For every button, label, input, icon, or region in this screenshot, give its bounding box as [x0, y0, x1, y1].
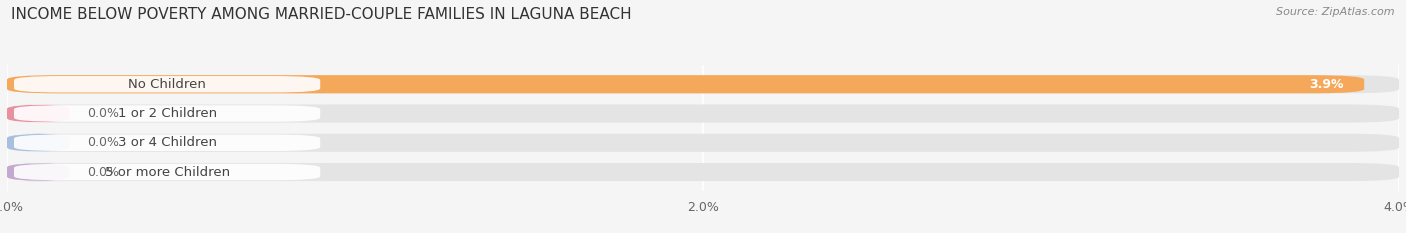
Text: 0.0%: 0.0% — [87, 165, 120, 178]
Text: 3 or 4 Children: 3 or 4 Children — [118, 136, 217, 149]
FancyBboxPatch shape — [7, 163, 70, 181]
FancyBboxPatch shape — [7, 134, 70, 152]
FancyBboxPatch shape — [14, 164, 321, 180]
FancyBboxPatch shape — [14, 135, 321, 151]
Text: 0.0%: 0.0% — [87, 107, 120, 120]
FancyBboxPatch shape — [14, 105, 321, 122]
FancyBboxPatch shape — [7, 104, 70, 123]
Text: 3.9%: 3.9% — [1309, 78, 1343, 91]
Text: 1 or 2 Children: 1 or 2 Children — [118, 107, 217, 120]
FancyBboxPatch shape — [7, 104, 1399, 123]
Text: No Children: No Children — [128, 78, 207, 91]
FancyBboxPatch shape — [7, 75, 1399, 93]
FancyBboxPatch shape — [7, 134, 1399, 152]
FancyBboxPatch shape — [7, 75, 1364, 93]
FancyBboxPatch shape — [14, 76, 321, 93]
FancyBboxPatch shape — [7, 163, 1399, 181]
Text: INCOME BELOW POVERTY AMONG MARRIED-COUPLE FAMILIES IN LAGUNA BEACH: INCOME BELOW POVERTY AMONG MARRIED-COUPL… — [11, 7, 631, 22]
Text: Source: ZipAtlas.com: Source: ZipAtlas.com — [1277, 7, 1395, 17]
Text: 5 or more Children: 5 or more Children — [104, 165, 229, 178]
Text: 0.0%: 0.0% — [87, 136, 120, 149]
